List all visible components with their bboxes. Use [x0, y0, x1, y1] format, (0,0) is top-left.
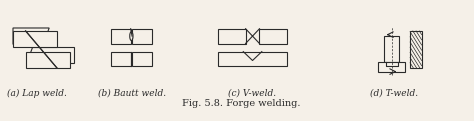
- Polygon shape: [132, 52, 152, 66]
- Polygon shape: [218, 29, 246, 44]
- Polygon shape: [378, 62, 405, 72]
- Polygon shape: [26, 52, 70, 68]
- Text: (c) V-weld.: (c) V-weld.: [228, 89, 277, 98]
- Polygon shape: [13, 28, 49, 44]
- Polygon shape: [13, 31, 57, 47]
- Polygon shape: [111, 29, 131, 44]
- Text: (d) T-weld.: (d) T-weld.: [370, 89, 418, 98]
- Polygon shape: [26, 47, 74, 63]
- Polygon shape: [383, 36, 400, 62]
- Polygon shape: [111, 52, 131, 66]
- Ellipse shape: [130, 32, 133, 41]
- Polygon shape: [259, 29, 287, 44]
- Text: Fig. 5.8. Forge welding.: Fig. 5.8. Forge welding.: [182, 99, 300, 108]
- Text: Fig. 5.8.: Fig. 5.8.: [219, 99, 263, 108]
- Text: (a) Lap weld.: (a) Lap weld.: [7, 89, 67, 98]
- Polygon shape: [218, 52, 287, 66]
- Text: (b) Bautt weld.: (b) Bautt weld.: [98, 89, 166, 98]
- Polygon shape: [132, 29, 152, 44]
